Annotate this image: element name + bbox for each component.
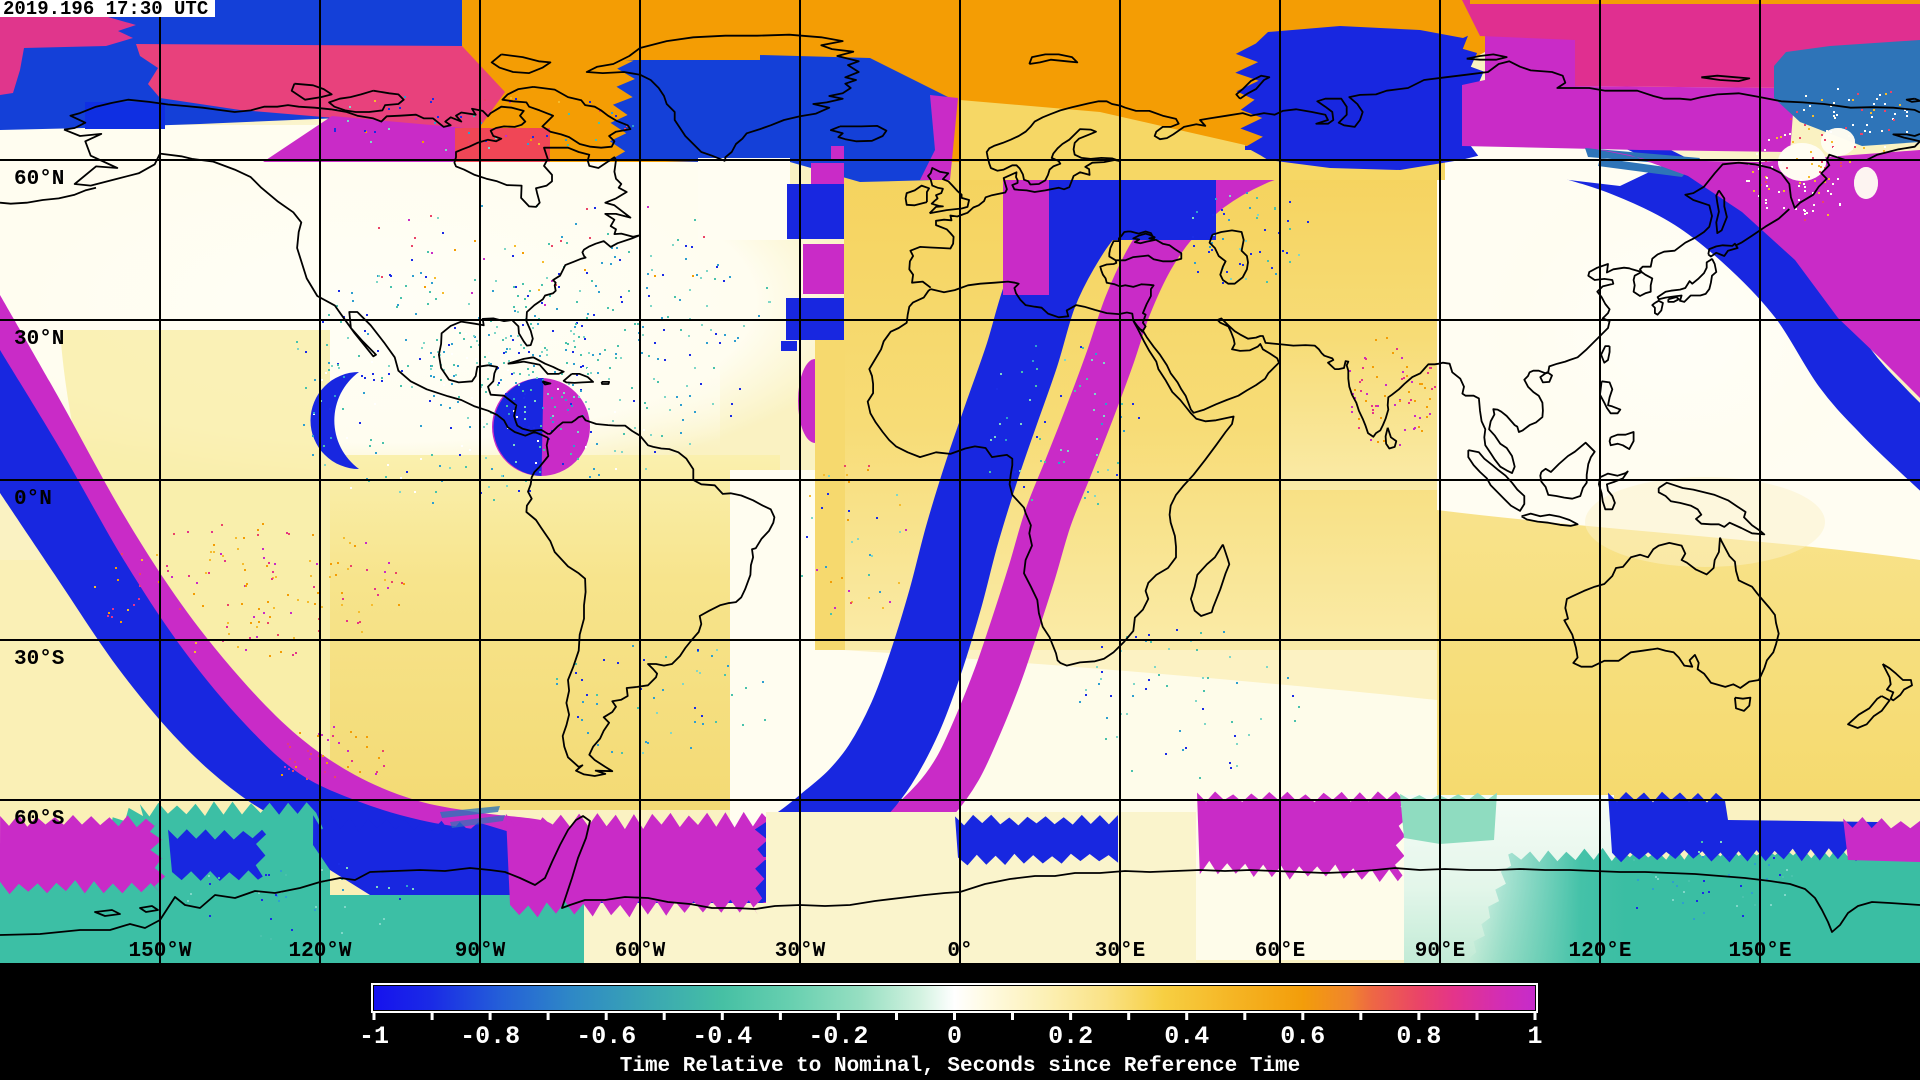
svg-text:60°N: 60°N <box>14 168 64 191</box>
svg-text:-0.4: -0.4 <box>692 1022 752 1051</box>
svg-text:0.2: 0.2 <box>1048 1022 1093 1051</box>
svg-text:0: 0 <box>947 1022 962 1051</box>
svg-text:120°E: 120°E <box>1568 940 1631 963</box>
svg-text:60°S: 60°S <box>14 808 64 831</box>
svg-text:30°E: 30°E <box>1095 940 1145 963</box>
svg-text:2019.196 17:30 UTC: 2019.196 17:30 UTC <box>3 0 208 20</box>
svg-text:120°W: 120°W <box>288 940 351 963</box>
svg-text:0.8: 0.8 <box>1396 1022 1441 1051</box>
svg-text:150°E: 150°E <box>1728 940 1791 963</box>
svg-text:1: 1 <box>1527 1022 1542 1051</box>
svg-text:-0.2: -0.2 <box>808 1022 868 1051</box>
svg-text:60°W: 60°W <box>615 940 666 963</box>
svg-text:30°W: 30°W <box>775 940 826 963</box>
svg-text:30°S: 30°S <box>14 648 64 671</box>
svg-text:0.6: 0.6 <box>1280 1022 1325 1051</box>
svg-text:Time Relative to Nominal, Seco: Time Relative to Nominal, Seconds since … <box>620 1055 1301 1078</box>
svg-text:60°E: 60°E <box>1255 940 1305 963</box>
svg-text:-0.8: -0.8 <box>460 1022 520 1051</box>
svg-text:0.4: 0.4 <box>1164 1022 1209 1051</box>
svg-text:90°E: 90°E <box>1415 940 1465 963</box>
svg-text:-1: -1 <box>359 1022 389 1051</box>
svg-text:30°N: 30°N <box>14 328 64 351</box>
svg-text:0°N: 0°N <box>14 488 52 511</box>
svg-text:90°W: 90°W <box>455 940 506 963</box>
svg-text:0°: 0° <box>947 940 972 963</box>
svg-text:-0.6: -0.6 <box>576 1022 636 1051</box>
svg-text:150°W: 150°W <box>128 940 191 963</box>
